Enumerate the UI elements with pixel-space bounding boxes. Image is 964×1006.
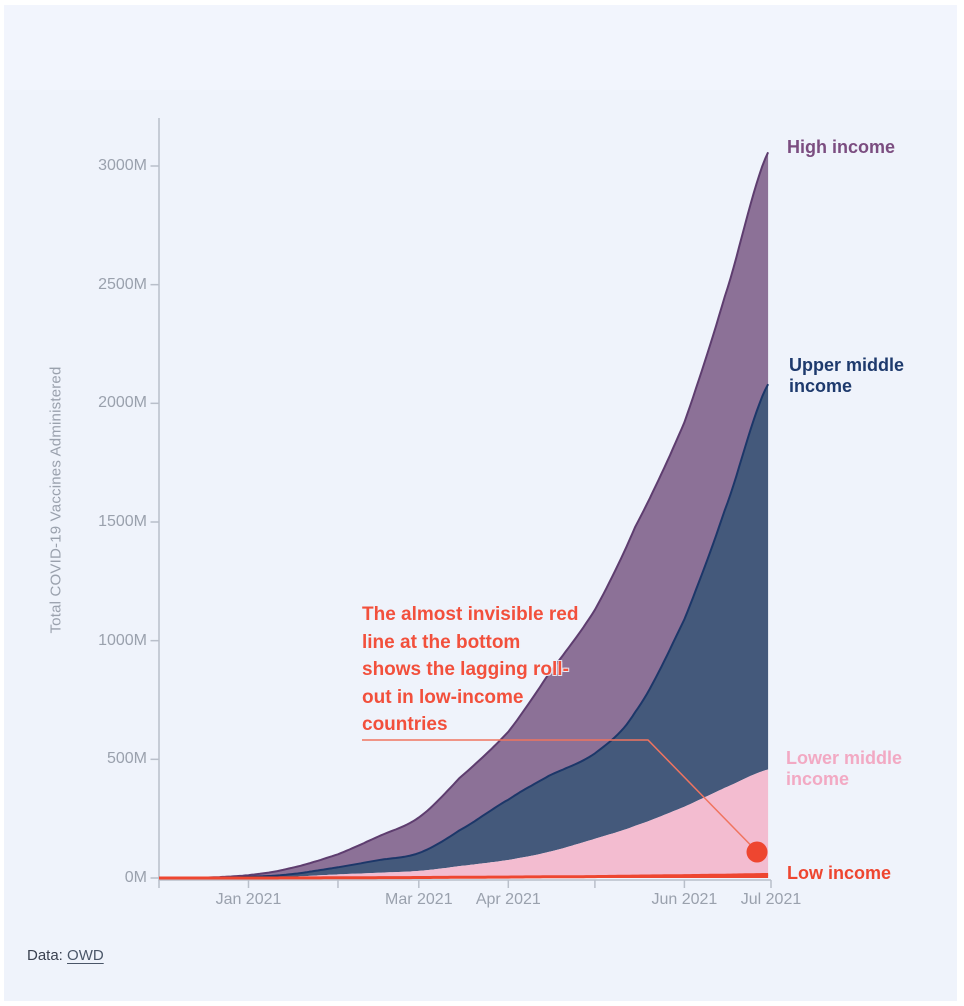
y-tick-label: 2000M xyxy=(98,394,147,412)
annotation-dot xyxy=(746,841,768,863)
line-high-income xyxy=(159,151,770,879)
y-tick-label: 2500M xyxy=(98,275,147,293)
annotation-connector-line xyxy=(362,739,754,848)
area-lower-middle-income xyxy=(159,769,769,878)
x-tick-label: Jun 2021 xyxy=(651,891,718,908)
series-label-lower-middle-income: Lower middle income xyxy=(786,748,903,789)
y-tick-label: 0M xyxy=(124,869,147,886)
data-source-prefix: Data: xyxy=(27,947,63,964)
series-label-upper-middle-income: Upper middle income xyxy=(789,355,905,396)
owd-source-link[interactable]: OWD xyxy=(67,947,104,964)
annotation-low-income-note: The almost invisible red line at the bot… xyxy=(362,604,579,735)
y-tick-label: 1500M xyxy=(98,513,147,530)
area-upper-middle-income xyxy=(159,384,769,878)
series-label-low-income: Low income xyxy=(787,863,892,883)
x-tick-label: Apr 2021 xyxy=(475,891,541,908)
x-tick-label: Jan 2021 xyxy=(215,891,282,908)
y-tick-label: 3000M xyxy=(98,157,147,174)
area-high-income xyxy=(159,152,769,879)
series-label-high-income: High income xyxy=(787,137,896,157)
card-top-strip xyxy=(4,5,957,90)
data-source: Data: OWD xyxy=(27,947,104,964)
line-upper-middle-income xyxy=(159,383,769,879)
x-tick-label: Jul 2021 xyxy=(740,891,802,908)
line-low-income xyxy=(159,873,769,880)
x-tick-label: Mar 2021 xyxy=(385,891,453,908)
y-tick-label: 1000M xyxy=(98,631,147,649)
y-tick-label: 500M xyxy=(106,750,147,768)
